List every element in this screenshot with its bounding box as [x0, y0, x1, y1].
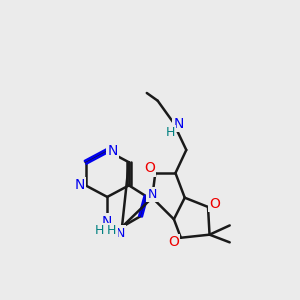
Text: N: N	[107, 144, 118, 158]
Text: H: H	[107, 224, 117, 237]
Text: N: N	[148, 188, 157, 201]
Text: O: O	[169, 236, 179, 249]
Text: H: H	[95, 224, 104, 237]
Text: N: N	[116, 226, 125, 240]
Text: H: H	[165, 126, 175, 139]
Text: O: O	[209, 197, 220, 211]
Text: N: N	[75, 178, 85, 192]
Text: N: N	[173, 117, 184, 131]
Text: N: N	[102, 214, 112, 229]
Text: O: O	[144, 161, 155, 176]
